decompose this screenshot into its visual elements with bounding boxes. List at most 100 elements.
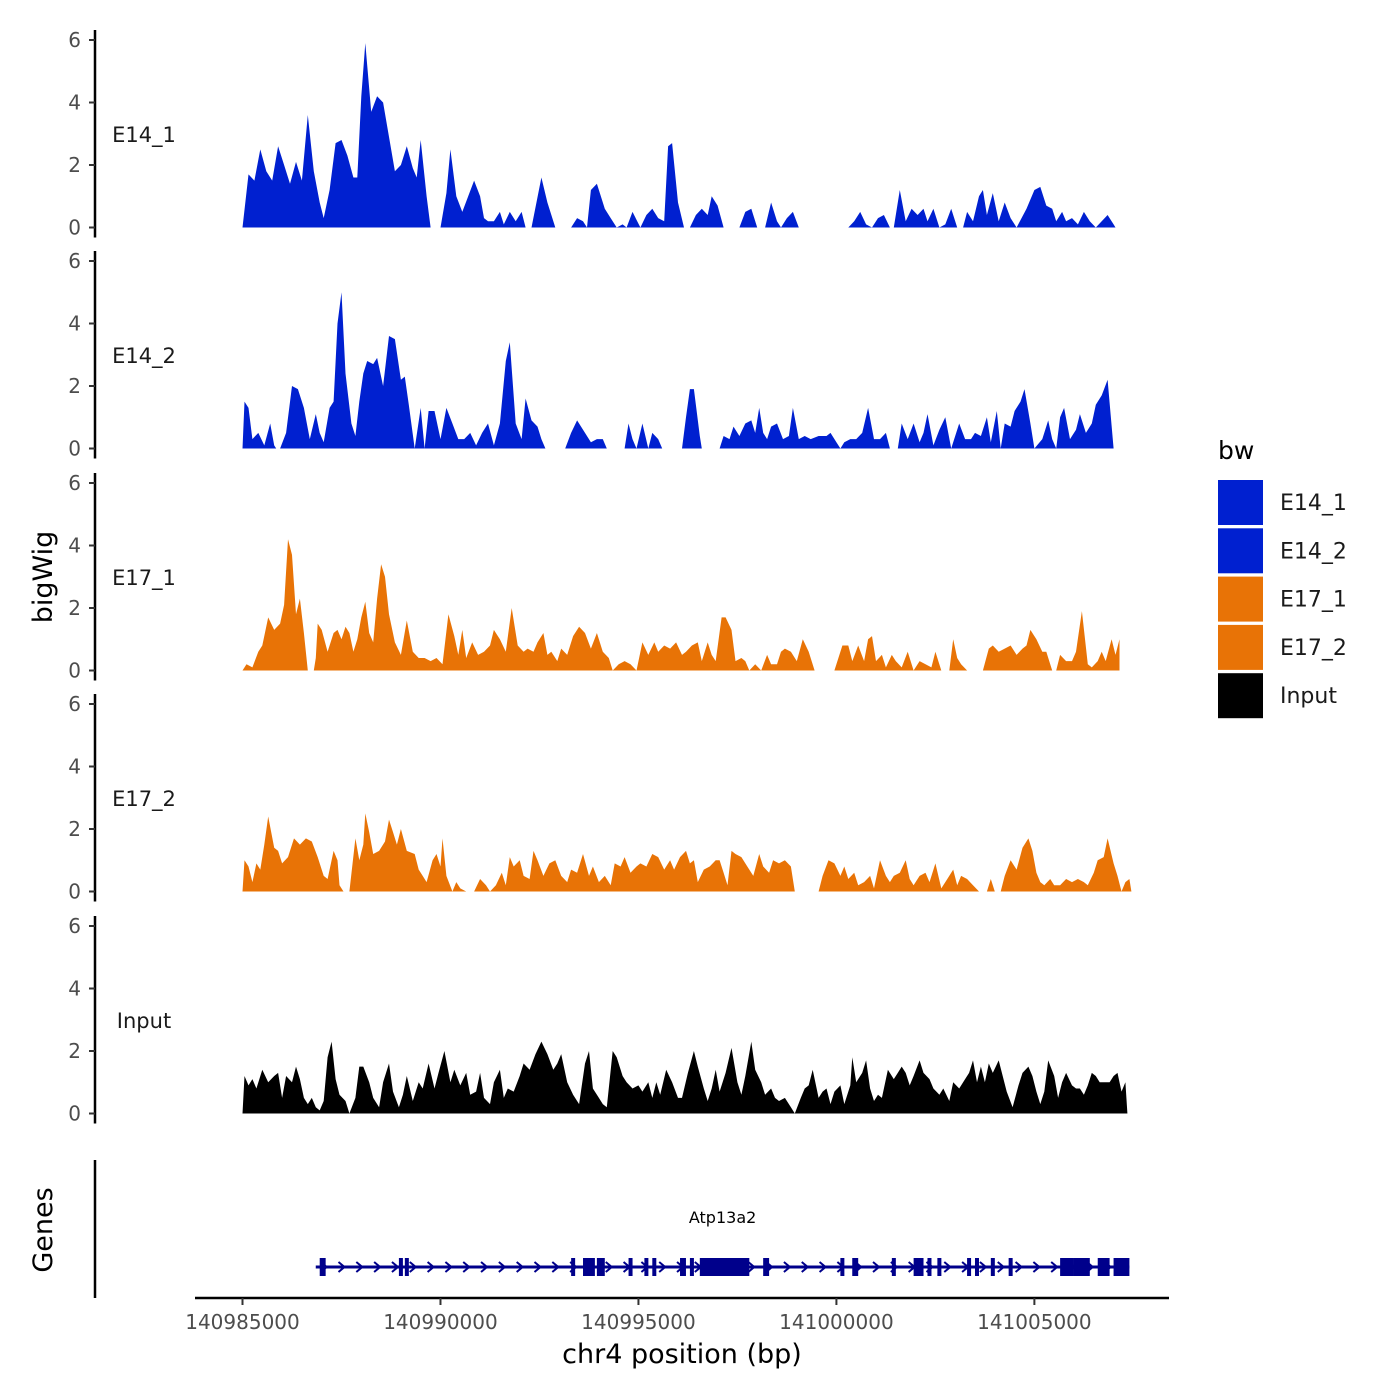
x-tick-label: 141000000 [779, 1310, 894, 1334]
track-panels: 0 2 4 6 E14_1 0 2 4 6 E14_2 0 2 4 6 E17_1 0 2 4 6 E17_2 0 2 4 6… [68, 28, 1132, 1126]
strand-arrow [658, 1261, 667, 1273]
gene-exon [937, 1258, 942, 1276]
strand-arrow [391, 1261, 400, 1273]
legend-key-E17_1 [1218, 576, 1263, 622]
coverage-area-E14_2 [242, 292, 1114, 449]
x-tick-label: 140995000 [581, 1310, 696, 1334]
y-tick-label: 0 [68, 659, 81, 683]
track-E14_1: 0 2 4 6 E14_1 [68, 28, 1116, 240]
strand-arrow [373, 1261, 382, 1273]
strand-arrow [516, 1261, 525, 1273]
strand-arrow [355, 1261, 364, 1273]
gene-exon [974, 1258, 979, 1276]
y-tick-label: 4 [68, 755, 81, 779]
strand-arrow [551, 1261, 560, 1273]
gene-exon [1060, 1258, 1074, 1276]
strand-arrow [426, 1261, 436, 1273]
y-tick-label: 0 [68, 437, 81, 461]
gene-exon [927, 1258, 932, 1276]
gene-exon [1097, 1258, 1110, 1276]
genes-panel-title: Genes [28, 1187, 59, 1272]
gene-exon [398, 1258, 403, 1276]
gene-exon [652, 1258, 657, 1276]
gene-exon [680, 1258, 686, 1276]
gene-exon [1113, 1258, 1130, 1276]
legend-key-E17_2 [1218, 624, 1263, 670]
x-tick-label: 141005000 [977, 1310, 1092, 1334]
strand-arrow [1050, 1261, 1059, 1273]
strand-arrow [801, 1261, 810, 1273]
y-tick-label: 2 [68, 153, 81, 177]
gene-exon [699, 1258, 750, 1276]
legend-label-Input: Input [1280, 684, 1337, 709]
y-tick-label: 2 [68, 1039, 81, 1063]
gene-exon [1073, 1258, 1090, 1276]
y-tick-label: 4 [68, 534, 81, 558]
legend-label-E14_2: E14_2 [1280, 539, 1347, 564]
strand-arrow [979, 1261, 988, 1273]
gene-exon [596, 1258, 605, 1276]
legend-label-E17_2: E17_2 [1280, 636, 1347, 661]
legend-key-E14_1 [1218, 480, 1263, 525]
track-E17_2: 0 2 4 6 E17_2 [68, 692, 1132, 904]
track-E17_1: 0 2 4 6 E17_1 [68, 471, 1120, 683]
track-label-E17_2: E17_2 [112, 787, 176, 812]
x-tick-label: 140990000 [383, 1310, 498, 1334]
y-tick-label: 0 [68, 1102, 81, 1126]
gene-exon [852, 1258, 859, 1276]
strand-arrow [783, 1261, 792, 1273]
strand-arrow [462, 1261, 471, 1273]
coverage-area-E14_1 [242, 43, 1116, 228]
x-tick-label: 140985000 [185, 1310, 300, 1334]
strand-arrow [943, 1261, 952, 1273]
x-axis-title: chr4 position (bp) [562, 1339, 802, 1370]
legend-key-E14_2 [1218, 528, 1263, 574]
strand-arrow [997, 1261, 1006, 1273]
y-tick-label: 2 [68, 596, 81, 620]
track-label-Input: Input [117, 1009, 171, 1033]
y-tick-label: 6 [68, 471, 81, 495]
y-tick-label: 0 [68, 216, 81, 240]
legend-title: bw [1218, 436, 1254, 465]
strand-arrow [872, 1261, 881, 1273]
y-tick-label: 6 [68, 249, 81, 273]
strand-arrow [747, 1261, 756, 1273]
gene-exon [319, 1258, 326, 1276]
strand-arrow [498, 1261, 507, 1273]
y-tick-label: 2 [68, 817, 81, 841]
gene-panel: Genes Atp13a2 [28, 1160, 1130, 1298]
gene-exon [644, 1258, 649, 1276]
strand-arrow [1014, 1261, 1024, 1273]
y-tick-label: 4 [68, 977, 81, 1001]
y-tick-label: 4 [68, 312, 81, 336]
y-tick-label: 2 [68, 374, 81, 398]
gene-exon [571, 1258, 576, 1276]
strand-arrow [337, 1261, 347, 1273]
strand-arrow [533, 1261, 543, 1273]
coverage-area-E17_2 [242, 813, 1132, 892]
gene-label: Atp13a2 [689, 1208, 756, 1227]
strand-arrow [444, 1261, 453, 1273]
gene-exon [990, 1258, 995, 1276]
strand-arrow [1032, 1261, 1041, 1273]
legend-key-Input [1218, 673, 1263, 719]
y-tick-label: 6 [68, 28, 81, 52]
gene-exon [1008, 1258, 1013, 1276]
y-tick-label: 6 [68, 914, 81, 938]
gene-exon [583, 1258, 595, 1276]
gene-exon [891, 1258, 896, 1276]
x-axis: chr4 position (bp) 140985000 140990000 140… [185, 1296, 1169, 1370]
track-E14_2: 0 2 4 6 E14_2 [68, 249, 1114, 461]
coverage-area-Input [242, 1041, 1128, 1114]
strand-arrow [605, 1261, 614, 1273]
y-tick-label: 0 [68, 880, 81, 904]
strand-arrow [480, 1261, 489, 1273]
legend: bw E14_1 E14_2 E17_1 E17_2 Input [1218, 436, 1347, 719]
y-tick-label: 4 [68, 91, 81, 115]
gene-exon [628, 1258, 633, 1276]
gene-exon [967, 1258, 972, 1276]
legend-label-E17_1: E17_1 [1280, 588, 1347, 613]
y-axis-title: bigWig [28, 531, 59, 624]
coverage-area-E17_1 [242, 539, 1120, 671]
